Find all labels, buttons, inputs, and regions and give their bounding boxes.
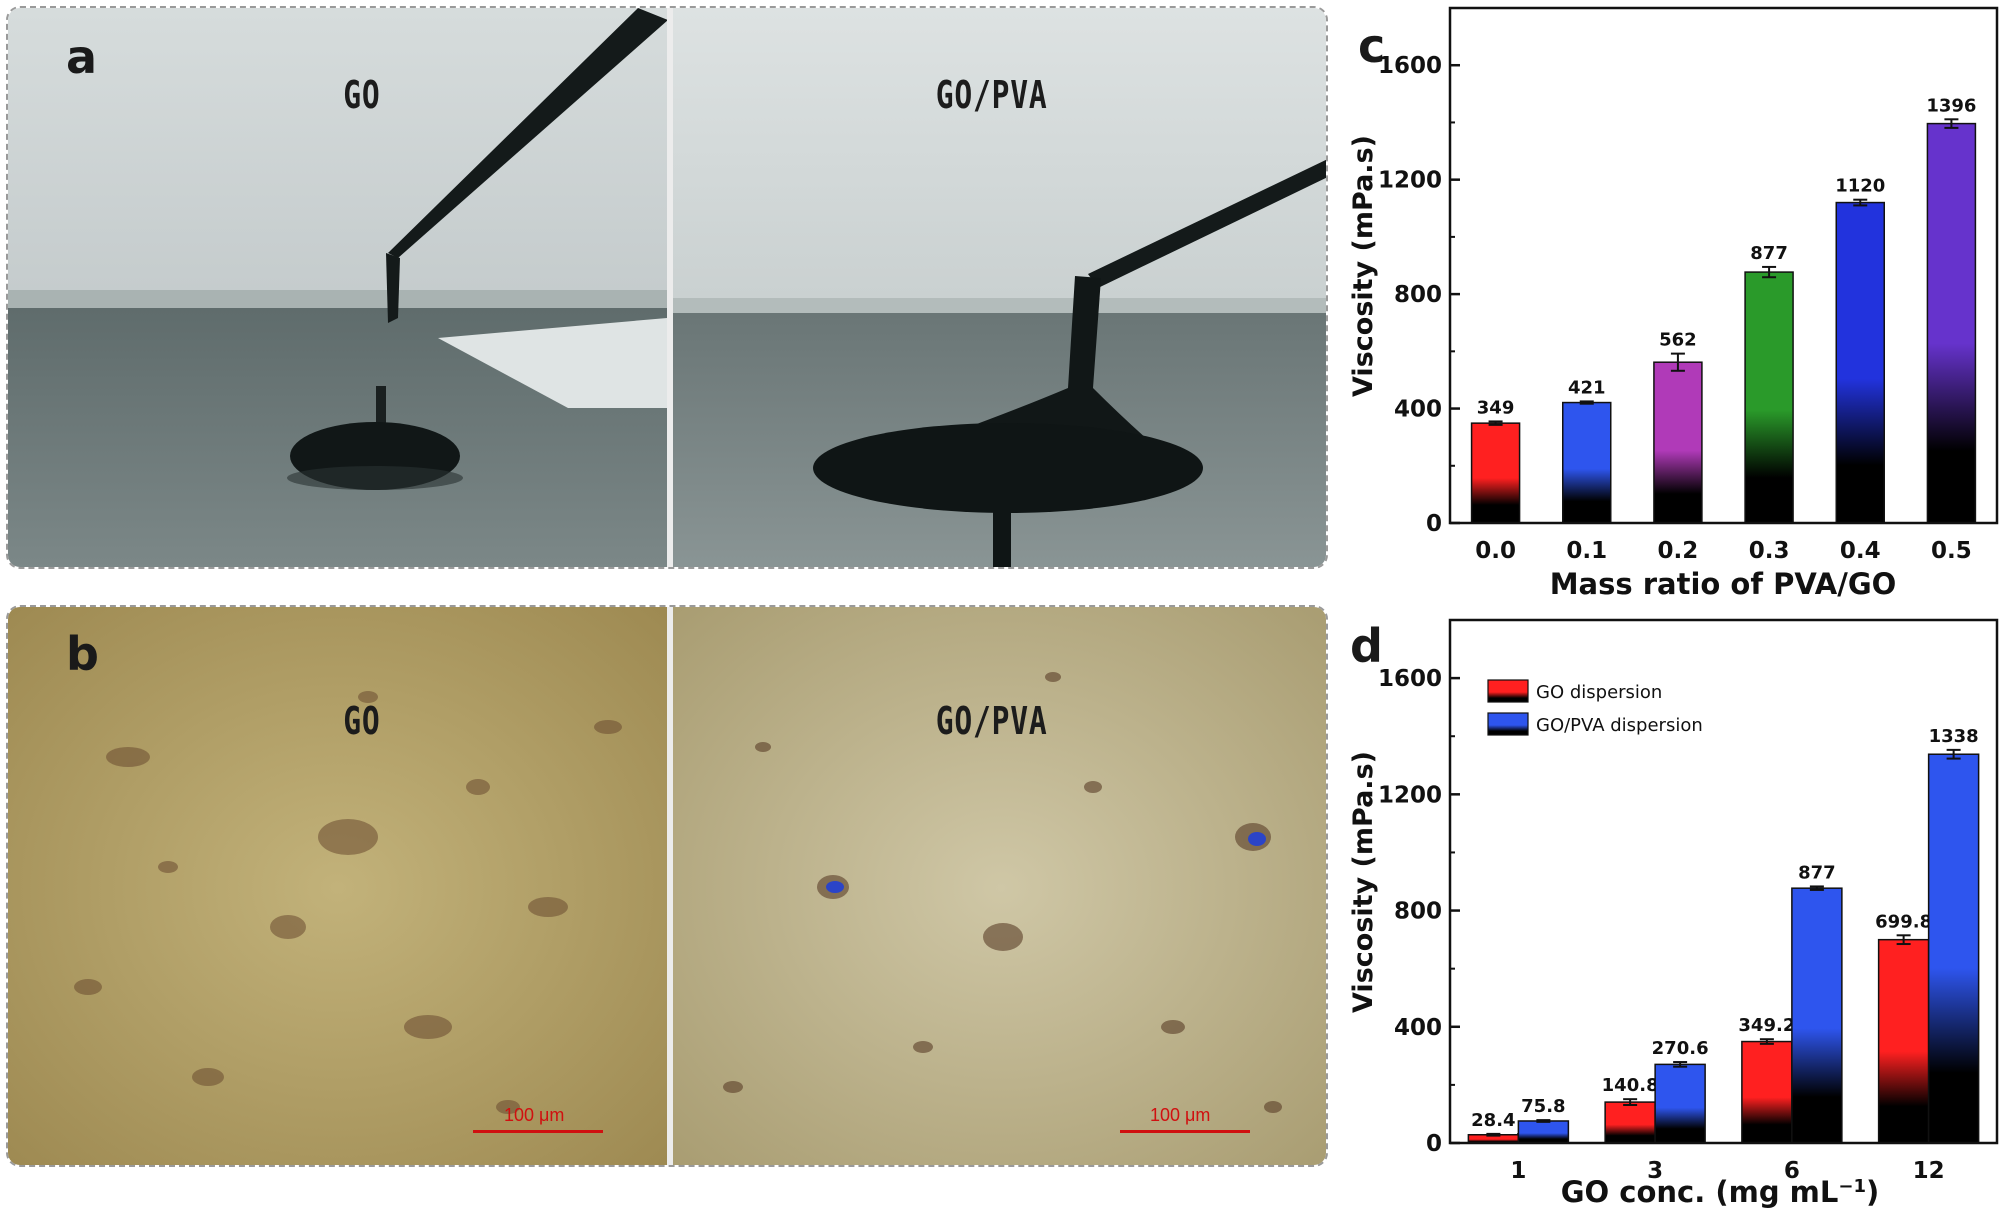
panel-b-go-label: GO bbox=[343, 699, 381, 743]
chart-d-legend-label: GO dispersion bbox=[1536, 682, 1662, 703]
chart-d-bar bbox=[1791, 887, 1843, 1144]
chart-d-xlabel-end: ) bbox=[1866, 1175, 1879, 1209]
chart-d-legend-swatch bbox=[1487, 679, 1529, 703]
chart-c-value-label: 562 bbox=[1659, 330, 1697, 351]
chart-d-bar bbox=[1517, 1120, 1570, 1144]
chart-d-xlabel: GO conc. (mg mL−1) bbox=[1561, 1175, 1880, 1209]
chart-d-bar bbox=[1877, 938, 1930, 1144]
chart-c-ytick-label: 0 bbox=[1426, 511, 1442, 537]
chart-d-xtick-label: 1 bbox=[1510, 1158, 1526, 1184]
gopva-micrograph-image bbox=[673, 607, 1326, 1165]
chart-d-xtick-label: 6 bbox=[1784, 1158, 1800, 1184]
scale-bar-left-label: 100 μm bbox=[504, 1105, 565, 1125]
chart-d-ytick-label: 1200 bbox=[1378, 782, 1442, 808]
chart-d-value-label: 1338 bbox=[1929, 726, 1979, 747]
chart-c-ylabel: Viscosity (mPa.s) bbox=[1348, 135, 1379, 397]
chart-c-bar bbox=[1562, 401, 1612, 524]
chart-c-ytick-label: 1600 bbox=[1378, 53, 1442, 79]
chart-d-ytick-label: 0 bbox=[1426, 1131, 1442, 1157]
chart-d-value-label: 699.8 bbox=[1875, 911, 1932, 932]
panel-b-gopva-label: GO/PVA bbox=[935, 699, 1048, 743]
chart-c-xtick-label: 0.3 bbox=[1749, 538, 1790, 564]
panel-a-gopva-label: GO/PVA bbox=[935, 73, 1048, 117]
chart-c-xlabel: Mass ratio of PVA/GO bbox=[1550, 567, 1897, 600]
panel-a-photos: a GO GO/PVA bbox=[6, 6, 1328, 569]
chart-d-xtick-label: 12 bbox=[1913, 1158, 1945, 1184]
chart-d-ylabel: Viscosity (mPa.s) bbox=[1348, 751, 1379, 1013]
chart-d-ytick-label: 800 bbox=[1394, 899, 1442, 925]
chart-c-bar bbox=[1926, 122, 1977, 524]
panel-a-go-label: GO bbox=[343, 73, 381, 117]
chart-d-value-label: 75.8 bbox=[1521, 1096, 1565, 1117]
chart-d-bar bbox=[1604, 1101, 1656, 1144]
chart-c-value-label: 1120 bbox=[1835, 176, 1885, 197]
chart-d-value-label: 349.2 bbox=[1738, 1015, 1795, 1036]
panel-c-letter: c bbox=[1358, 19, 1385, 73]
chart-d-legend: GO dispersion GO/PVA dispersion bbox=[1487, 679, 1703, 736]
panel-b-letter: b bbox=[66, 627, 99, 681]
chart-d-bar bbox=[1741, 1040, 1793, 1144]
panel-a-letter: a bbox=[66, 30, 98, 84]
chart-c-value-label: 1396 bbox=[1926, 95, 1976, 116]
chart-d-value-label: 28.4 bbox=[1471, 1110, 1515, 1131]
chart-d-value-label: 140.8 bbox=[1602, 1075, 1659, 1096]
chart-d-xlabel-sup: −1 bbox=[1838, 1176, 1866, 1197]
chart-d-legend-swatch bbox=[1487, 712, 1529, 736]
chart-c-xtick-label: 0.4 bbox=[1840, 538, 1881, 564]
go-micrograph bbox=[8, 607, 667, 1165]
micrograph-divider bbox=[667, 607, 673, 1165]
chart-c-bar bbox=[1835, 201, 1885, 524]
chart-d-bar bbox=[1654, 1063, 1706, 1144]
chart-c-xtick-label: 0.5 bbox=[1931, 538, 1972, 564]
gopva-droplet-photo bbox=[673, 8, 1326, 567]
chart-d-value-label: 877 bbox=[1798, 862, 1836, 883]
chart-c: c 0 400 800 1200 1600 0.0 0.1 0.2 0.3 0.4 0.5 349 4… bbox=[1348, 6, 1999, 600]
chart-c-xtick-label: 0.2 bbox=[1658, 538, 1699, 564]
chart-c-value-label: 877 bbox=[1750, 243, 1788, 264]
chart-d: d 0 400 800 1200 1600 1 3 6 12 28.4 75.8 140.8 270.… bbox=[1348, 618, 1999, 1209]
chart-d-bar bbox=[1927, 753, 1980, 1144]
chart-c-xtick-label: 0.1 bbox=[1566, 538, 1607, 564]
chart-d-xtick-label: 3 bbox=[1647, 1158, 1663, 1184]
chart-d-ytick-label: 1600 bbox=[1378, 666, 1442, 692]
scale-bar-right-label: 100 μm bbox=[1150, 1105, 1211, 1125]
chart-c-ytick-label: 1200 bbox=[1378, 168, 1442, 194]
scale-bar-left bbox=[473, 1130, 603, 1133]
chart-c-ytick-label: 400 bbox=[1394, 397, 1442, 423]
chart-d-legend-label: GO/PVA dispersion bbox=[1536, 715, 1703, 736]
chart-c-frame bbox=[1448, 6, 1999, 525]
chart-c-value-label: 421 bbox=[1568, 377, 1606, 398]
chart-d-frame bbox=[1448, 618, 1999, 1145]
chart-c-bar bbox=[1653, 361, 1703, 524]
chart-d-xlabel-main: GO conc. (mg mL bbox=[1561, 1175, 1839, 1209]
scale-bar-right bbox=[1120, 1130, 1250, 1133]
chart-c-bar bbox=[1744, 271, 1794, 524]
go-micrograph-image bbox=[8, 607, 667, 1165]
go-droplet-photo bbox=[8, 8, 668, 567]
panel-d-letter: d bbox=[1350, 619, 1383, 673]
chart-c-xtick-label: 0.0 bbox=[1475, 538, 1516, 564]
photo-divider bbox=[667, 8, 673, 567]
chart-c-bar bbox=[1470, 422, 1521, 524]
chart-c-value-label: 349 bbox=[1477, 397, 1515, 418]
chart-c-ytick-label: 800 bbox=[1394, 282, 1442, 308]
gopva-micrograph bbox=[673, 607, 1326, 1165]
chart-d-ytick-label: 400 bbox=[1394, 1015, 1442, 1041]
panel-b-micrographs: b GO GO/PVA 100 μm 100 μm bbox=[6, 605, 1328, 1167]
gopva-droplet-image bbox=[673, 8, 1326, 567]
chart-d-value-label: 270.6 bbox=[1652, 1038, 1709, 1059]
go-droplet-image bbox=[8, 8, 668, 567]
